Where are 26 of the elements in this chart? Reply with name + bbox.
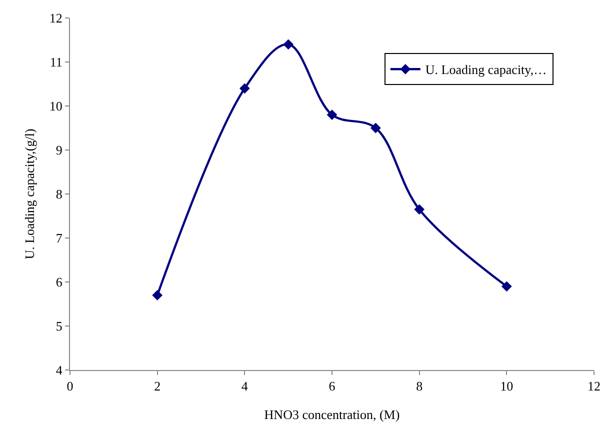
point	[414, 204, 425, 215]
y-tick-label: 5	[56, 318, 62, 334]
y-tick-label: 12	[49, 10, 62, 26]
x-tick-label: 0	[66, 378, 74, 394]
x-tick-label: 12	[588, 378, 600, 394]
y-tick-label: 11	[50, 54, 62, 70]
point	[283, 39, 294, 50]
y-tick-label: 4	[56, 362, 63, 378]
point	[152, 290, 163, 300]
x-tick-label: 6	[328, 378, 336, 394]
y-tick-label: 8	[56, 186, 62, 202]
x-tick-label: 2	[154, 378, 161, 394]
point	[370, 122, 381, 134]
y-tick-label: 7	[56, 230, 63, 246]
y-tick-label: 9	[56, 142, 62, 158]
x-tick-label: 8	[416, 378, 423, 394]
y-axis-title: U. Loading capacity,(g/l)	[22, 128, 37, 260]
x-tick-label: 10	[500, 378, 514, 394]
y-tick-label: 6	[56, 274, 63, 290]
legend-label: U. Loading capacity,…	[425, 62, 547, 78]
x-tick-label: 4	[241, 378, 248, 394]
y-tick-label: 10	[49, 98, 62, 114]
point	[501, 281, 512, 292]
x-axis-title: HNO3 concentration, (M)	[264, 407, 400, 422]
point	[326, 110, 338, 120]
point	[239, 83, 250, 94]
